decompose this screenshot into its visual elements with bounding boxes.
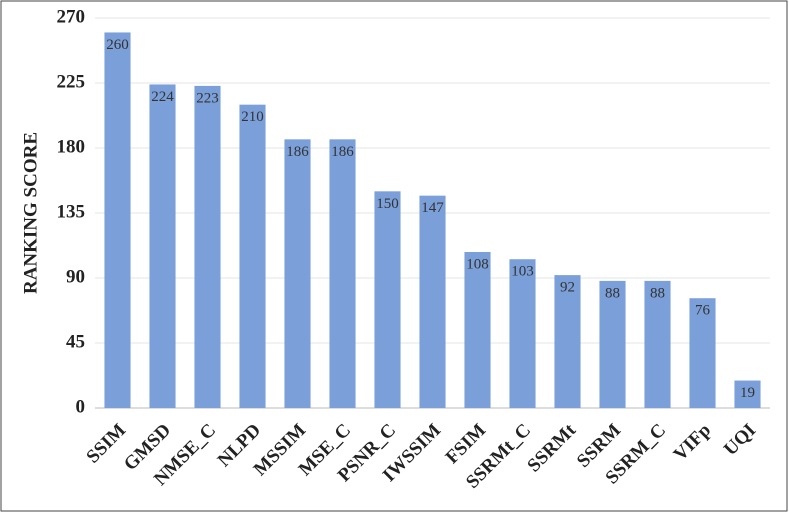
bar bbox=[464, 252, 491, 408]
value-label: 103 bbox=[511, 264, 534, 280]
value-label: 260 bbox=[106, 37, 129, 53]
bar bbox=[239, 104, 266, 409]
bar bbox=[599, 280, 626, 408]
value-label: 150 bbox=[376, 196, 399, 212]
value-label: 147 bbox=[421, 200, 444, 216]
bar bbox=[509, 259, 536, 408]
value-label: 76 bbox=[695, 303, 711, 319]
bar bbox=[374, 191, 401, 408]
bar bbox=[644, 280, 671, 408]
value-label: 210 bbox=[241, 109, 264, 125]
bar bbox=[149, 84, 176, 408]
y-tick-label: 90 bbox=[66, 266, 85, 287]
y-tick-label: 135 bbox=[57, 201, 86, 222]
y-tick-label: 270 bbox=[57, 6, 86, 27]
value-label: 19 bbox=[740, 385, 755, 401]
y-tick-label: 180 bbox=[57, 136, 86, 157]
bar bbox=[194, 85, 221, 408]
y-tick-label: 0 bbox=[76, 396, 86, 417]
value-label: 186 bbox=[331, 144, 354, 160]
value-label: 88 bbox=[650, 285, 665, 301]
value-label: 108 bbox=[466, 256, 489, 272]
bar bbox=[734, 380, 761, 408]
value-label: 223 bbox=[196, 90, 219, 106]
bar bbox=[419, 195, 446, 408]
value-label: 88 bbox=[605, 285, 620, 301]
bar bbox=[689, 298, 716, 408]
value-label: 224 bbox=[151, 89, 174, 105]
bar bbox=[104, 32, 131, 408]
bar bbox=[329, 139, 356, 409]
value-label: 92 bbox=[560, 280, 575, 296]
y-axis-label: RANKING SCORE bbox=[20, 132, 41, 294]
bar bbox=[284, 139, 311, 409]
y-tick-label: 225 bbox=[57, 71, 86, 92]
y-tick-label: 45 bbox=[66, 331, 85, 352]
bar bbox=[554, 275, 581, 408]
value-label: 186 bbox=[286, 144, 309, 160]
